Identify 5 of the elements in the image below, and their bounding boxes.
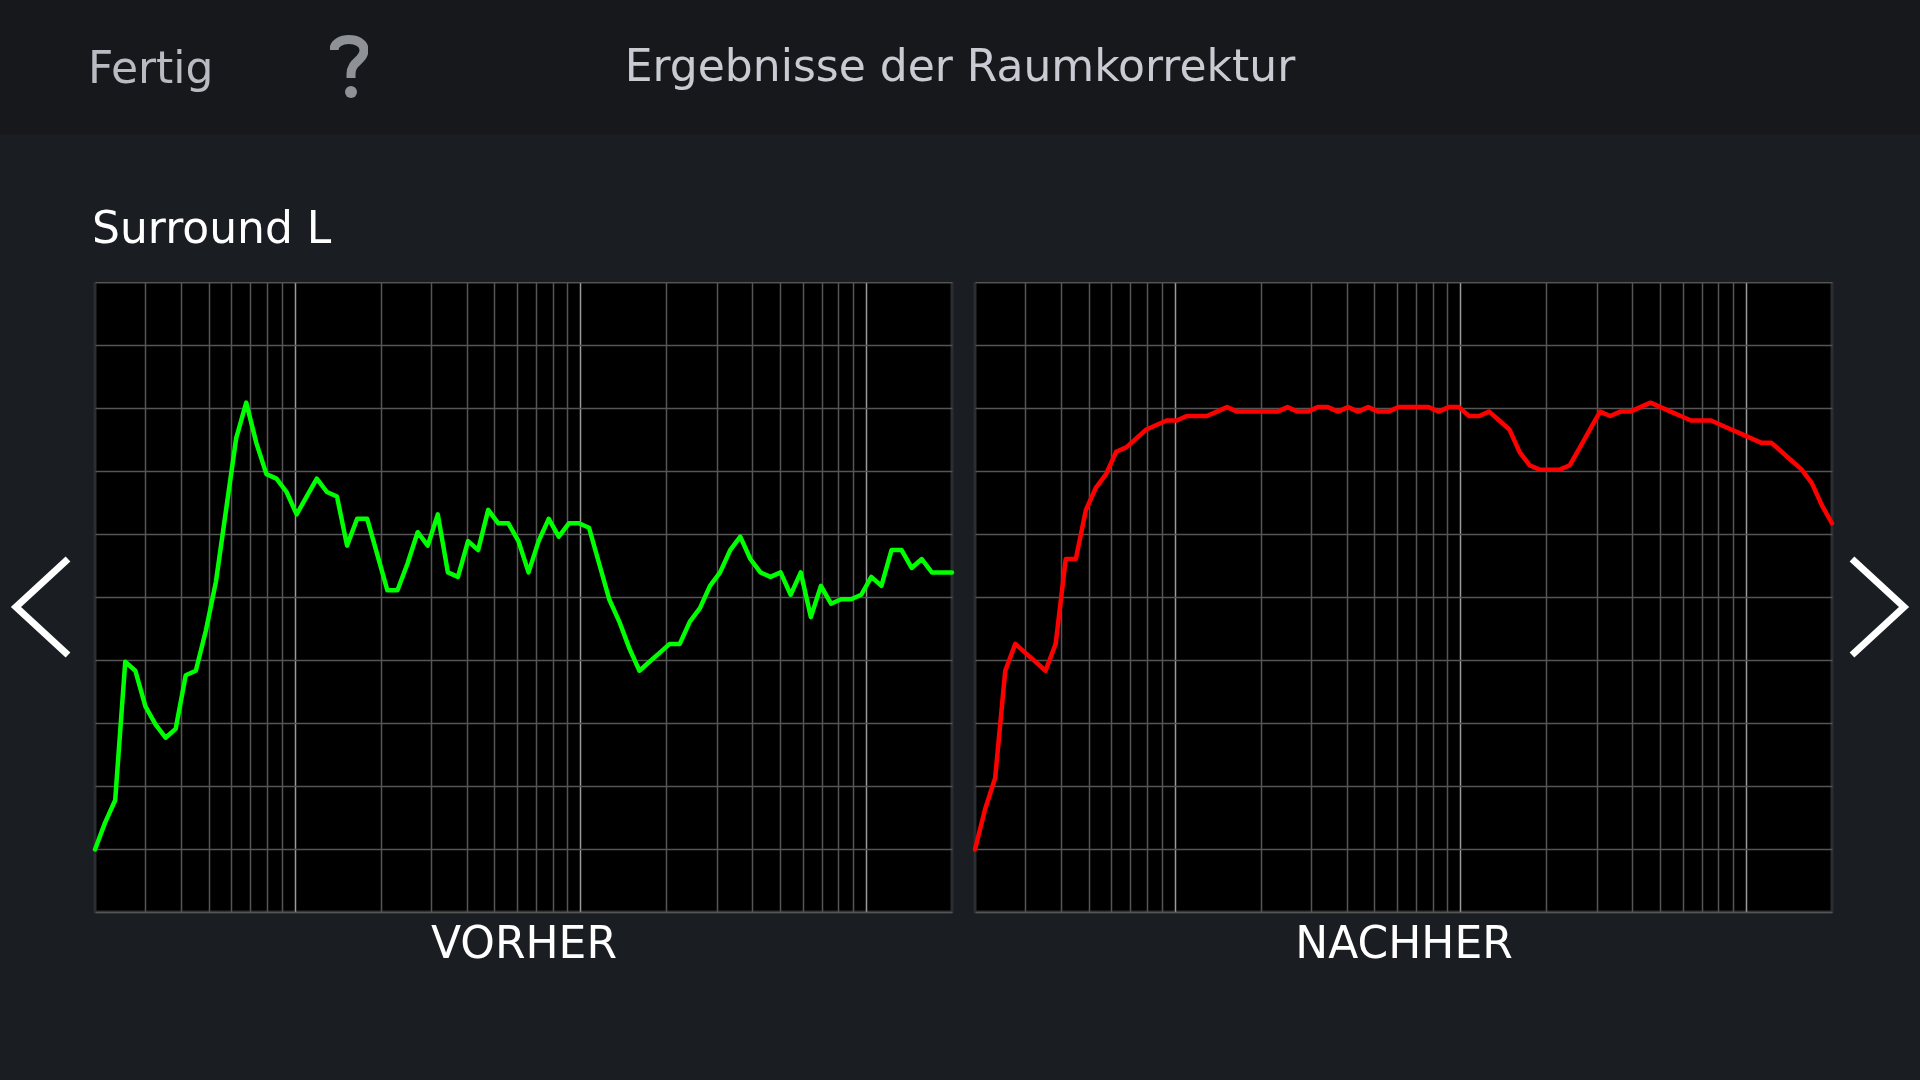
x-axis-title: NACHHER [1295, 916, 1513, 968]
x-axis-title: VORHER [431, 916, 617, 968]
text: Fertig [88, 42, 214, 93]
chart-subtitle: Surround L [92, 202, 332, 253]
chart-title: Ergebnisse der Raumkorrektur [624, 40, 1296, 91]
